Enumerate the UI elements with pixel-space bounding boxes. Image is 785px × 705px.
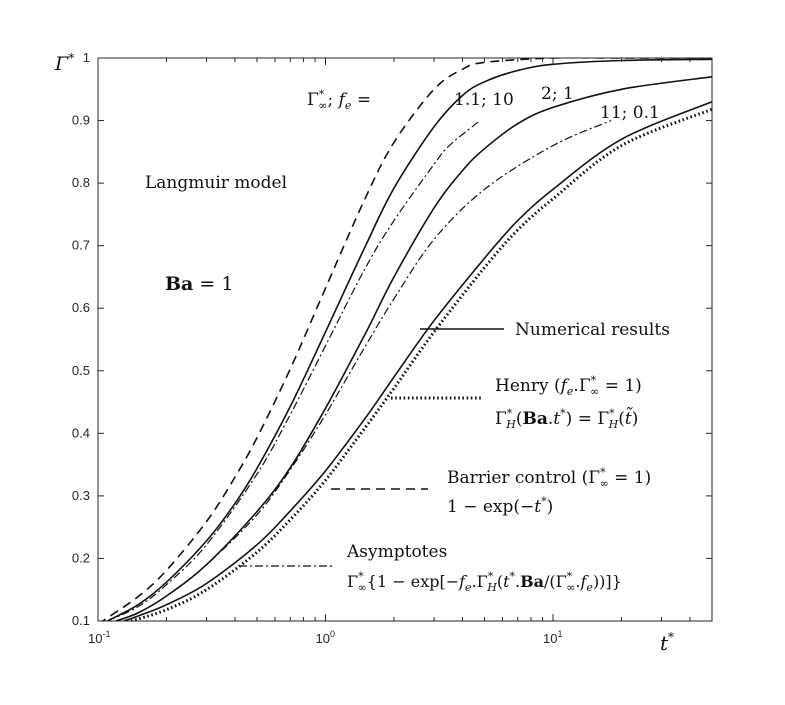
legend-barrier-label: Barrier control (Γ* ∞ = 1) (447, 466, 651, 490)
legend-barrier-formula: 1 − exp(−t*) (447, 495, 553, 517)
legend-henry-label: Henry (fe.Γ* ∞ = 1) (495, 374, 642, 398)
y-tick-label: 0.1 (72, 613, 90, 628)
y-tick-label: 0.3 (72, 488, 90, 503)
legend-asymptote-label: Asymptotes (346, 542, 447, 562)
series-3-solid-line (115, 76, 712, 621)
series-2-solid-line (107, 58, 712, 621)
curve-label-2: 2; 1 (541, 84, 574, 104)
legend-henry-formula: Γ* H(Ba.t*) = Γ* H(t̃) (495, 407, 638, 431)
series-7-dashdot-line (115, 120, 612, 621)
series-5-dotted-line (130, 107, 712, 621)
y-tick-label: 0.6 (72, 300, 90, 315)
y-tick-label: 0.2 (72, 550, 90, 565)
y-tick-label: 0.7 (72, 238, 90, 253)
model-label: Langmuir model (145, 173, 287, 193)
ba-label: Ba = 1 (165, 273, 233, 295)
legend-asymptote-formula: Γ* ∞{1 − exp[−fe.Γ* H(t*.Ba/(Γ* ∞.fe))]} (347, 570, 622, 594)
x-tick-label: 101 (543, 629, 562, 646)
x-tick-label: 100 (315, 629, 334, 646)
y-tick-label: 0.4 (72, 425, 90, 440)
series-4-solid-line (123, 101, 712, 621)
y-tick-label: 0.9 (72, 113, 90, 128)
x-axis-label: t* (660, 630, 674, 655)
curve-label-3: 11; 0.1 (600, 103, 660, 123)
x-tick-label: 10-1 (88, 629, 110, 646)
y-tick-label: 0.8 (72, 175, 90, 190)
y-tick-label: 0.5 (72, 363, 90, 378)
param-header: Γ* ∞; fe = (307, 88, 371, 112)
plot-frame (97, 57, 713, 622)
legend: Numerical results Henry (fe.Γ* ∞ = 1) Γ* H… (239, 320, 670, 594)
curve-label-1: 1.1; 10 (454, 90, 514, 110)
y-axis-label: Γ* (54, 51, 74, 75)
legend-solid-label: Numerical results (515, 320, 670, 340)
series-6-dashdot-line (107, 121, 479, 621)
y-tick-label: 1 (83, 50, 90, 65)
series-1-dashed-line (101, 58, 712, 621)
